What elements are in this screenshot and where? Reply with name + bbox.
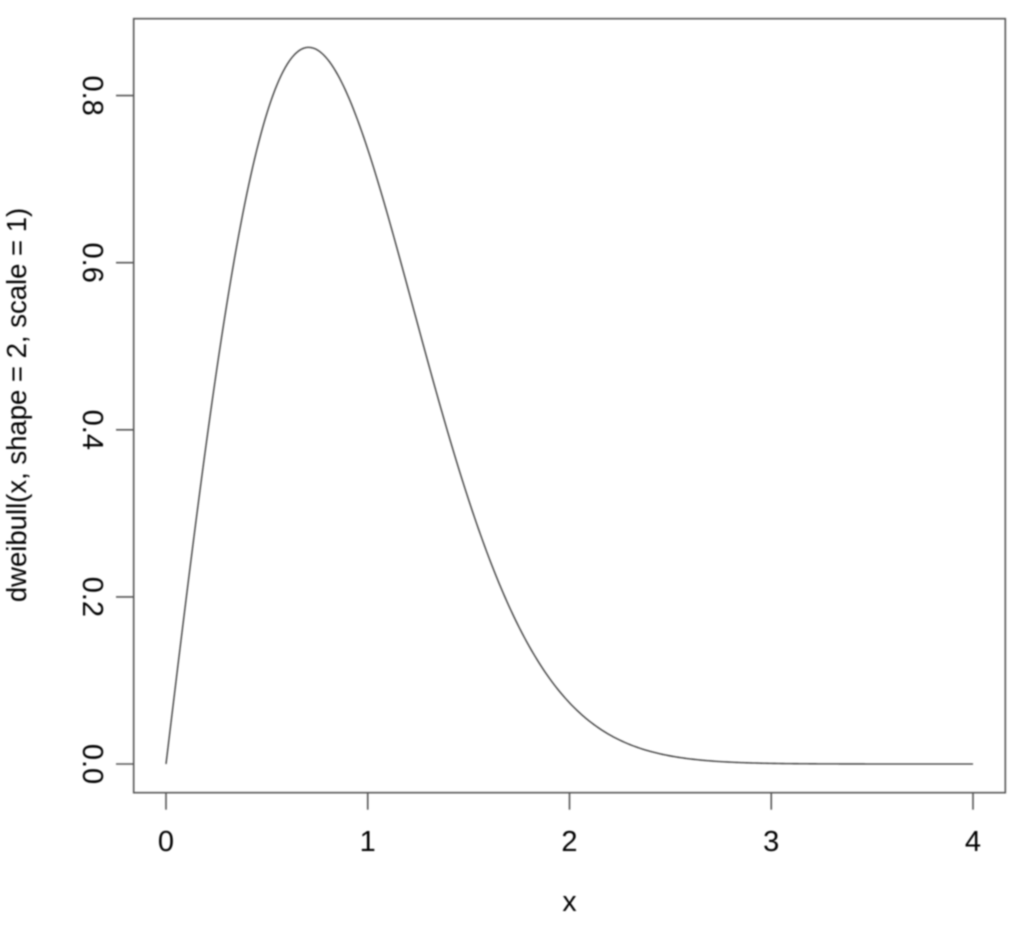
- svg-text:0.6: 0.6: [76, 243, 108, 283]
- svg-text:dweibull(x, shape = 2, scale =: dweibull(x, shape = 2, scale = 1): [1, 208, 32, 602]
- svg-text:x: x: [562, 886, 576, 918]
- svg-text:0.0: 0.0: [76, 744, 108, 784]
- svg-text:3: 3: [763, 826, 779, 858]
- svg-text:0.4: 0.4: [76, 410, 108, 450]
- svg-text:1: 1: [360, 826, 376, 858]
- svg-text:0.8: 0.8: [76, 75, 108, 115]
- svg-text:4: 4: [965, 826, 981, 858]
- svg-text:0: 0: [158, 826, 174, 858]
- svg-text:0.2: 0.2: [76, 577, 108, 617]
- svg-text:2: 2: [561, 826, 577, 858]
